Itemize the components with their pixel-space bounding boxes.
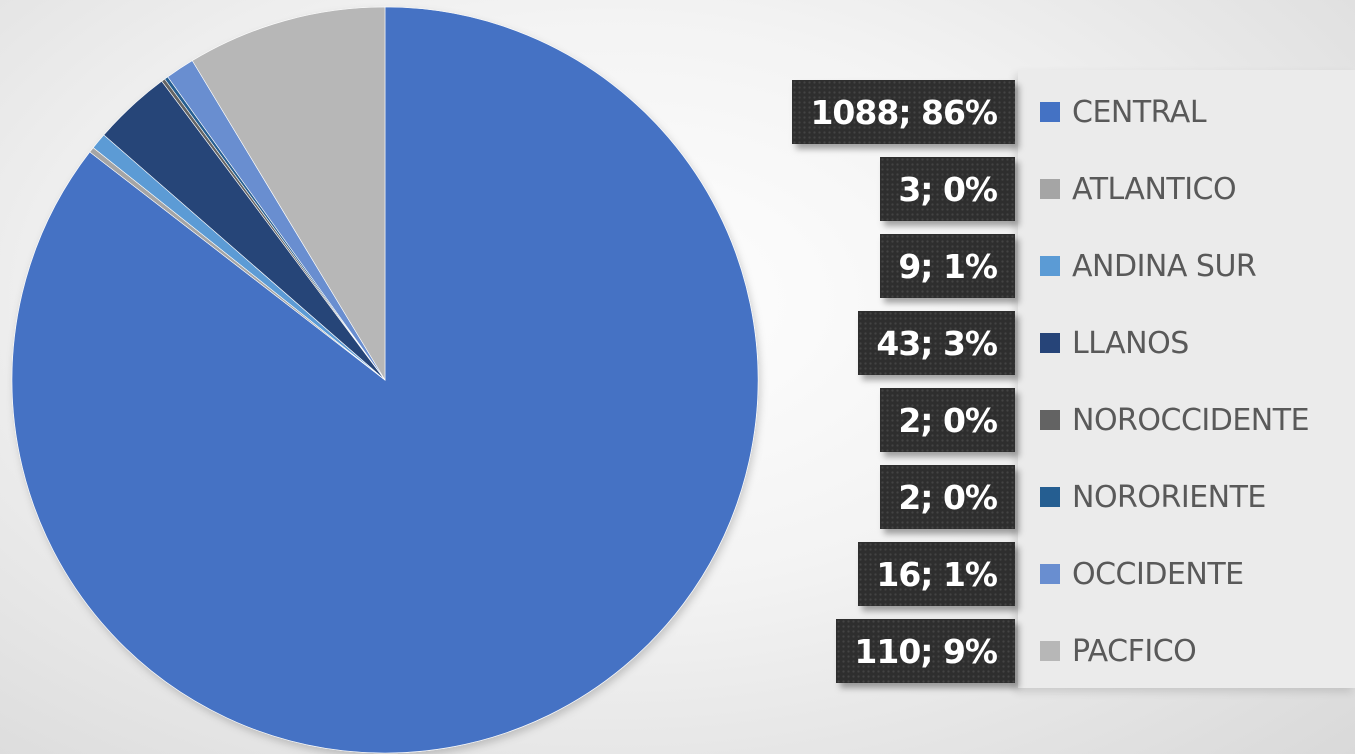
legend-swatch-nororiente — [1040, 487, 1060, 507]
legend-label-pacfico: PACFICO — [1072, 633, 1197, 669]
legend-item-noroccidente: NOROCCIDENTE — [1040, 384, 1310, 456]
legend-swatch-noroccidente — [1040, 410, 1060, 430]
data-label-nororiente: 2; 0% — [880, 465, 1015, 529]
legend-swatch-central — [1040, 102, 1060, 122]
legend-label-occidente: OCCIDENTE — [1072, 556, 1244, 592]
legend-swatch-pacfico — [1040, 641, 1060, 661]
legend-swatch-llanos — [1040, 333, 1060, 353]
data-label-atlantico: 3; 0% — [880, 157, 1015, 221]
data-label-central: 1088; 86% — [792, 80, 1015, 144]
legend-item-pacfico: PACFICO — [1040, 615, 1197, 687]
legend-label-noroccidente: NOROCCIDENTE — [1072, 402, 1310, 438]
legend-label-nororiente: NORORIENTE — [1072, 479, 1266, 515]
legend-label-central: CENTRAL — [1072, 94, 1207, 130]
legend-label-atlantico: ATLANTICO — [1072, 171, 1237, 207]
pie-slice-pacfico — [191, 6, 386, 382]
data-label-noroccidente: 2; 0% — [880, 388, 1015, 452]
data-label-andina-sur: 9; 1% — [880, 234, 1015, 298]
data-label-pacfico: 110; 9% — [836, 619, 1015, 683]
legend-swatch-andina-sur — [1040, 256, 1060, 276]
legend-label-llanos: LLANOS — [1072, 325, 1189, 361]
legend-item-central: CENTRAL — [1040, 76, 1207, 148]
legend-item-atlantico: ATLANTICO — [1040, 153, 1237, 225]
legend-swatch-atlantico — [1040, 179, 1060, 199]
legend — [1018, 70, 1355, 688]
legend-item-andina-sur: ANDINA SUR — [1040, 230, 1257, 302]
legend-swatch-occidente — [1040, 564, 1060, 584]
legend-item-llanos: LLANOS — [1040, 307, 1189, 379]
legend-item-nororiente: NORORIENTE — [1040, 461, 1266, 533]
legend-label-andina-sur: ANDINA SUR — [1072, 248, 1257, 284]
data-label-llanos: 43; 3% — [858, 311, 1015, 375]
legend-item-occidente: OCCIDENTE — [1040, 538, 1244, 610]
data-label-occidente: 16; 1% — [858, 542, 1015, 606]
